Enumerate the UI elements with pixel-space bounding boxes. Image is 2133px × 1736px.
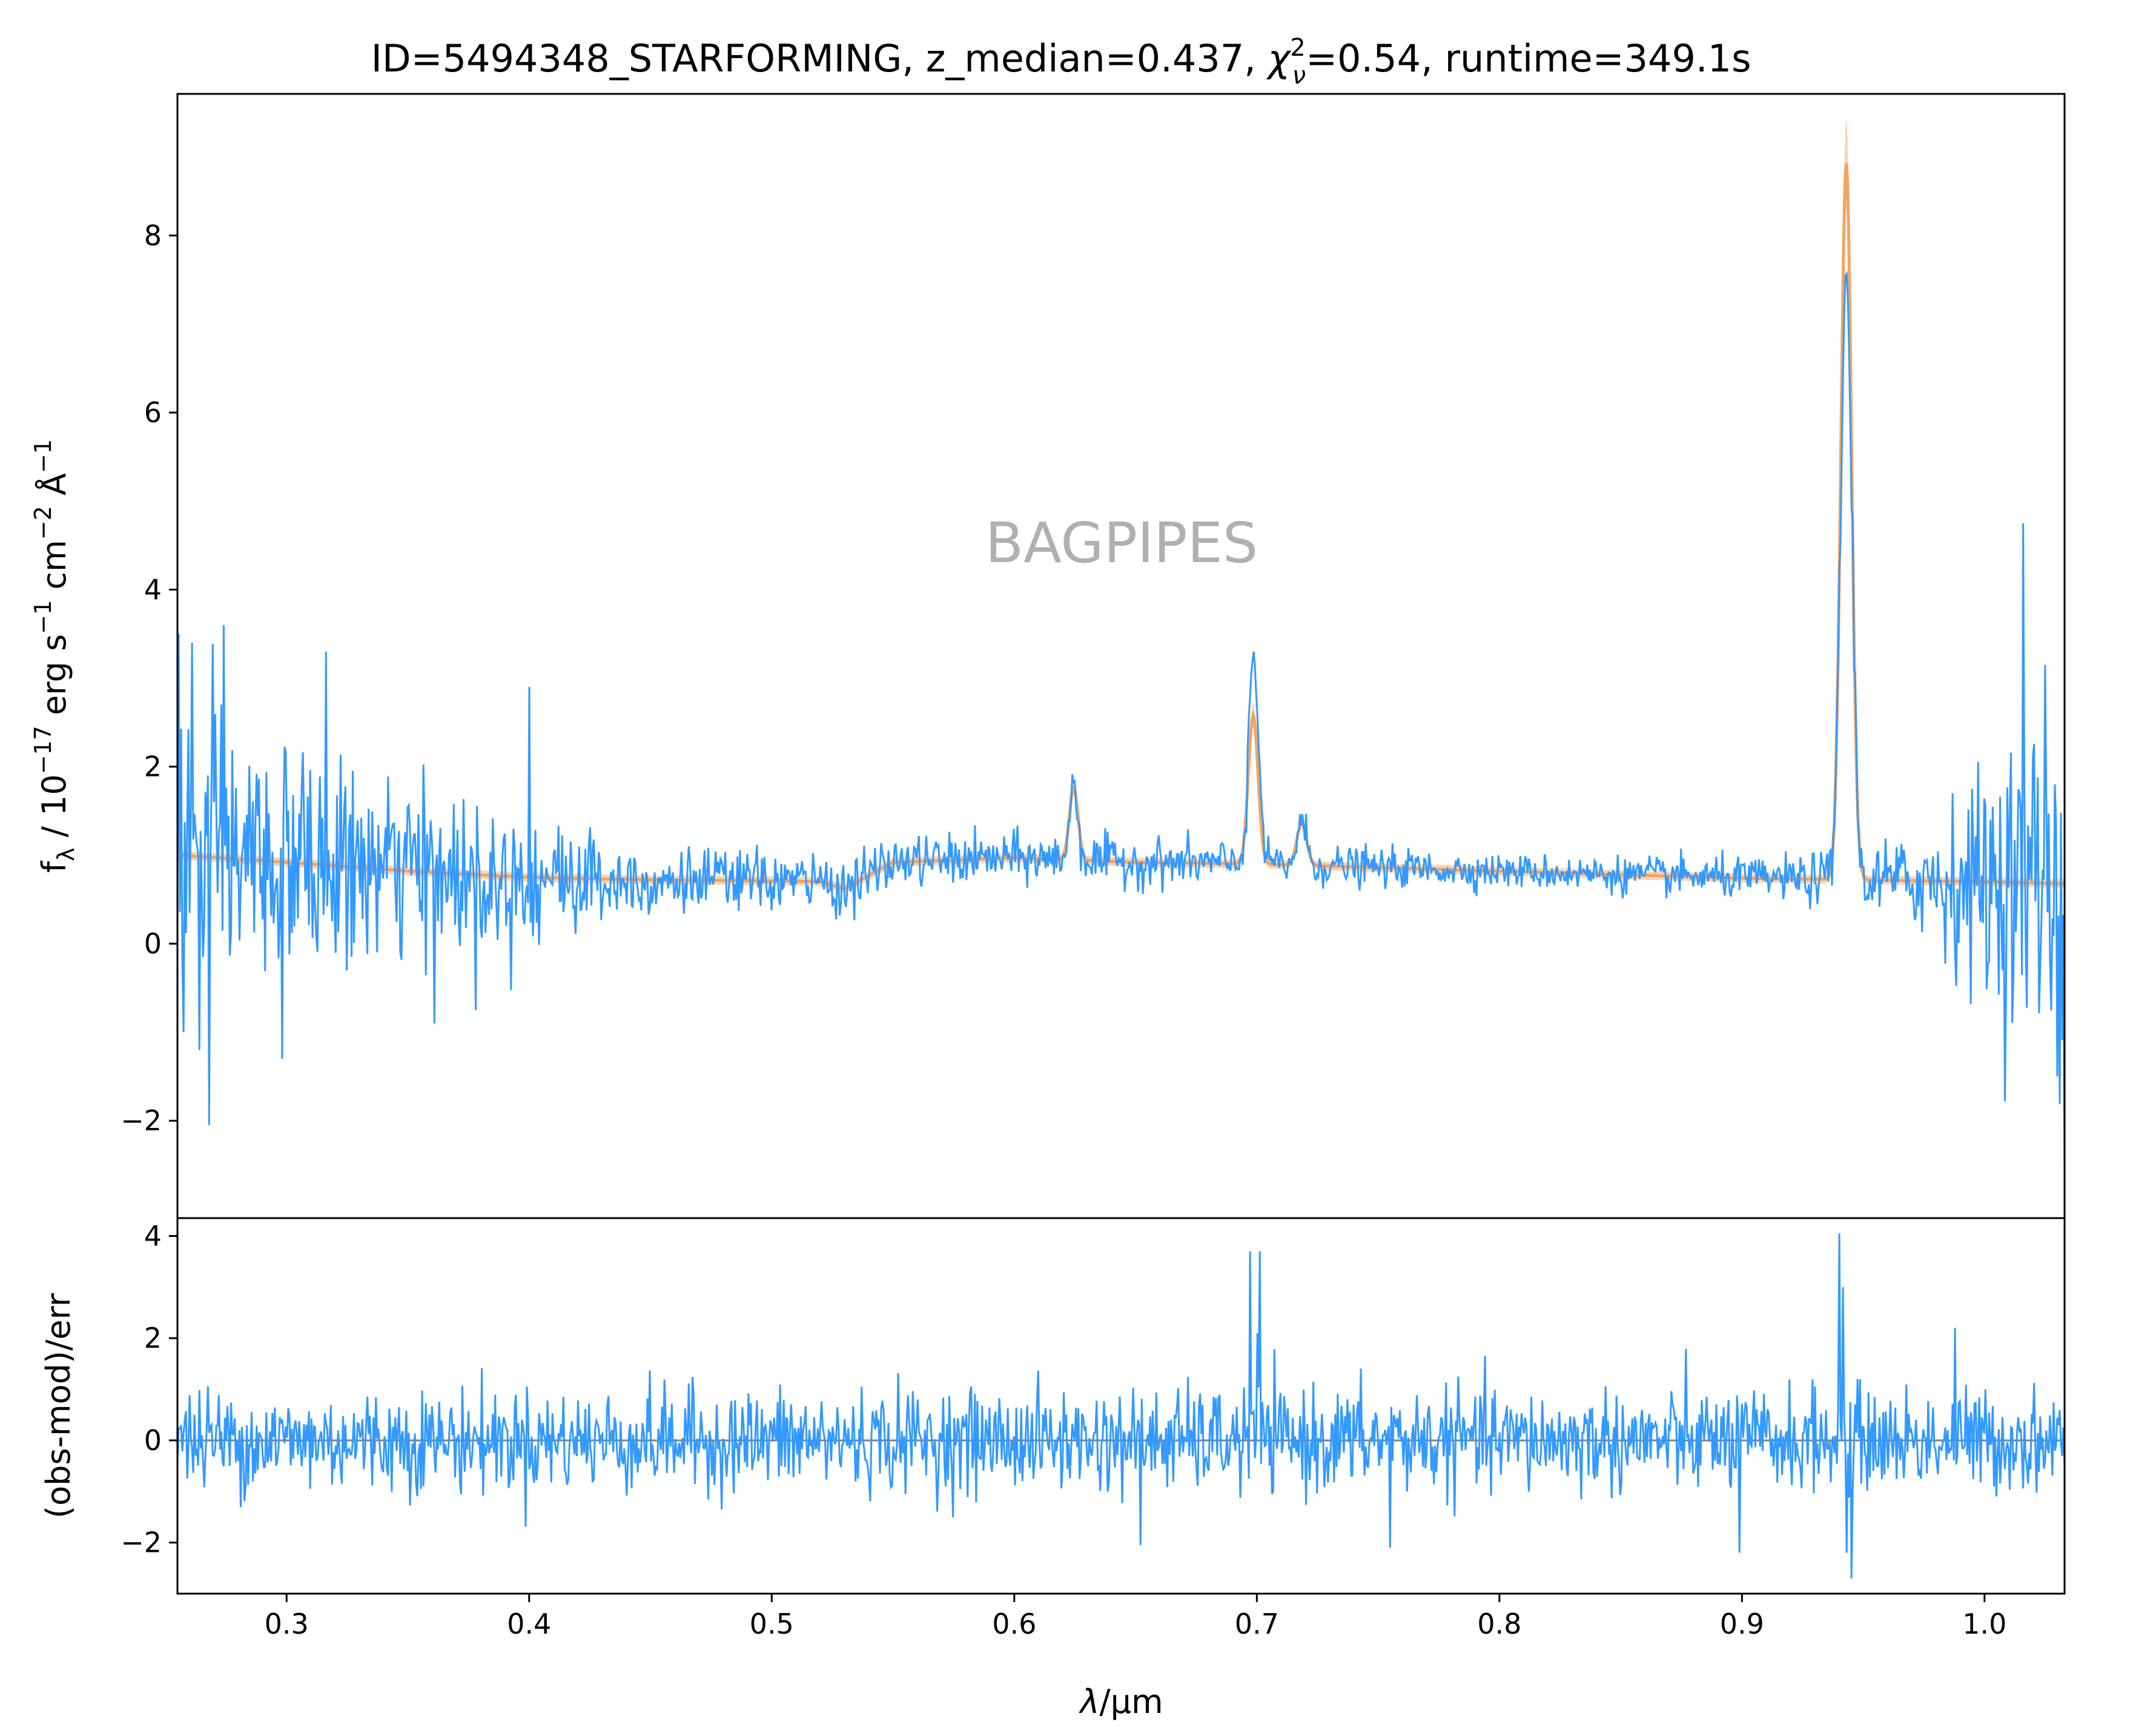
- spectrum-y-axis-label: fλ / 10−17 erg s−1 cm−2 Å−1: [30, 439, 79, 873]
- residual-line: [177, 1233, 2065, 1579]
- spectrum-axes-frame: [176, 93, 2066, 1219]
- x-axis-label: λ/μm: [1078, 1683, 1163, 1721]
- residual-y-ticks: −2 0 2 4: [121, 1220, 177, 1559]
- spectrum-y-tick-label: −2: [121, 1104, 162, 1137]
- x-tick-label: 0.6: [992, 1608, 1036, 1640]
- model-uncertainty-band: [177, 117, 2065, 893]
- bagpipes-annotation: BAGPIPES: [985, 511, 1258, 575]
- observed-spectrum-line: [177, 271, 2065, 1174]
- residuals-panel: −2 0 2 4 0.3 0.4 0.5 0.6 0.7 0.8 0.9 1.0 (obs-mod)…: [39, 1217, 2066, 1721]
- x-tick-label: 0.9: [1720, 1608, 1764, 1640]
- spectrum-y-tick-label: 6: [144, 396, 162, 429]
- spectrum-y-tick-label: 8: [144, 219, 162, 252]
- chart-title: ID=5494348_STARFORMING, z_median=0.437, …: [371, 34, 1751, 90]
- residual-y-tick-label: 2: [144, 1322, 162, 1354]
- x-tick-label: 1.0: [1962, 1608, 2006, 1640]
- x-tick-label: 0.7: [1235, 1608, 1279, 1640]
- spectrum-y-tick-label: 4: [144, 573, 162, 606]
- x-tick-label: 0.3: [265, 1608, 309, 1640]
- residual-x-ticks: 0.3 0.4 0.5 0.6 0.7 0.8 0.9 1.0: [265, 1594, 2006, 1640]
- x-tick-label: 0.8: [1477, 1608, 1521, 1640]
- residual-y-tick-label: 4: [144, 1220, 162, 1253]
- spectrum-y-tick-label: 0: [144, 927, 162, 960]
- x-tick-label: 0.4: [507, 1608, 551, 1640]
- residual-y-tick-label: 0: [144, 1424, 162, 1457]
- residual-axes-frame: [176, 1217, 2066, 1595]
- spectrum-panel: BAGPIPES −2 0 2 4 6 8 fλ / 10−17 erg s−1 cm−2…: [30, 93, 2066, 1219]
- residual-y-tick-label: −2: [121, 1526, 162, 1559]
- spectrum-y-tick-label: 2: [144, 750, 162, 783]
- residual-y-axis-label: (obs-mod)/err: [39, 1293, 78, 1519]
- x-tick-label: 0.5: [750, 1608, 794, 1640]
- spectrum-y-ticks: −2 0 2 4 6 8: [121, 219, 177, 1137]
